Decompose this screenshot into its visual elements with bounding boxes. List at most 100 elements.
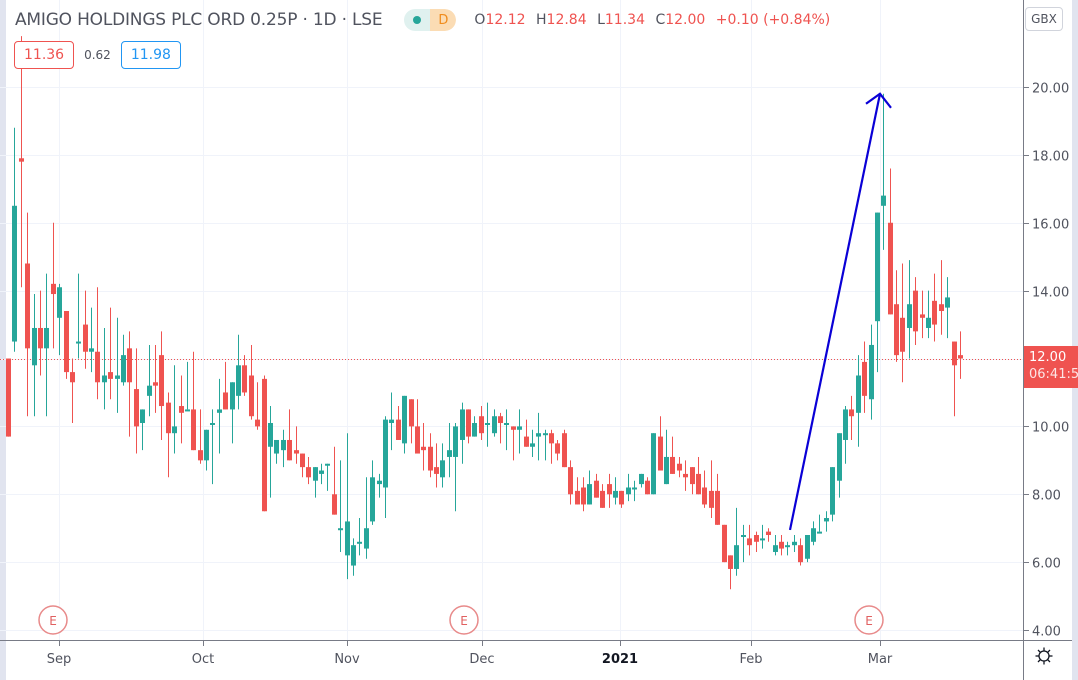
candle[interactable] [262, 375, 267, 512]
candle[interactable] [779, 535, 784, 556]
candle[interactable] [690, 467, 695, 495]
candle[interactable] [581, 477, 586, 512]
candle[interactable] [715, 473, 720, 525]
candle[interactable] [741, 524, 746, 563]
candle[interactable] [958, 331, 963, 379]
candle[interactable] [549, 429, 554, 464]
candle[interactable] [255, 382, 260, 430]
candle[interactable] [198, 409, 203, 464]
candle[interactable] [479, 406, 484, 440]
bid-price-button[interactable]: 11.36 [14, 41, 75, 69]
candle[interactable] [44, 273, 49, 417]
candle[interactable] [472, 416, 477, 437]
candle[interactable] [575, 477, 580, 505]
candle[interactable] [415, 399, 420, 454]
candle[interactable] [402, 395, 407, 454]
candle[interactable] [12, 127, 17, 352]
candle[interactable] [230, 382, 235, 444]
candle[interactable] [664, 429, 669, 485]
candle[interactable] [562, 429, 567, 468]
candle[interactable] [440, 443, 445, 488]
candle[interactable] [396, 406, 401, 440]
candle[interactable] [204, 429, 209, 471]
chart-settings-gear-icon[interactable] [1034, 646, 1054, 666]
time-axis[interactable]: Sep Oct Nov Dec 2021 Feb Mar [47, 641, 893, 667]
candle[interactable] [907, 260, 912, 359]
candle[interactable] [952, 341, 957, 417]
candle[interactable] [191, 351, 196, 451]
candle[interactable] [626, 473, 631, 502]
candle[interactable] [709, 460, 714, 519]
candle[interactable] [332, 446, 337, 515]
candle[interactable] [51, 222, 56, 349]
earnings-marker[interactable]: E [38, 605, 68, 635]
candle[interactable] [696, 456, 701, 495]
candle[interactable] [134, 348, 139, 454]
candle[interactable] [325, 463, 330, 491]
candle[interactable] [127, 331, 132, 437]
currency-button[interactable]: GBX [1025, 7, 1063, 31]
candle[interactable] [287, 409, 292, 461]
candle[interactable] [383, 416, 388, 519]
candle[interactable] [754, 531, 759, 552]
candle[interactable] [370, 460, 375, 525]
candle[interactable] [434, 443, 439, 488]
candle[interactable] [32, 294, 37, 417]
candle[interactable] [837, 433, 842, 498]
candle[interactable] [543, 429, 548, 461]
candle[interactable] [389, 392, 394, 451]
candle[interactable] [364, 477, 369, 559]
candle[interactable] [900, 263, 905, 383]
candle[interactable] [460, 402, 465, 464]
price-axis[interactable]: 20.00 18.00 16.00 14.00 12.00 10.00 8.00 6.00 4.… [1024, 82, 1069, 640]
candle[interactable] [108, 307, 113, 400]
candle[interactable] [932, 273, 937, 342]
candle[interactable] [677, 456, 682, 478]
candle[interactable] [345, 433, 350, 580]
candle[interactable] [447, 423, 452, 478]
candle[interactable] [95, 287, 100, 400]
candle[interactable] [785, 541, 790, 556]
candle[interactable] [121, 334, 126, 386]
candle[interactable] [824, 511, 829, 532]
candle[interactable] [466, 409, 471, 444]
candle[interactable] [453, 423, 458, 512]
candle[interactable] [511, 426, 516, 461]
market-status-badge[interactable]: D [404, 9, 457, 31]
candle[interactable] [805, 535, 810, 563]
earnings-marker[interactable]: E [449, 605, 479, 635]
candle[interactable] [185, 361, 190, 412]
candle[interactable] [722, 524, 727, 563]
candle[interactable] [536, 412, 541, 461]
candle[interactable] [83, 290, 88, 369]
candle[interactable] [798, 538, 803, 566]
candle[interactable] [57, 283, 62, 356]
candle[interactable] [517, 409, 522, 454]
candle[interactable] [147, 344, 152, 417]
candle[interactable] [76, 273, 81, 359]
candle[interactable] [926, 290, 931, 339]
candle[interactable] [313, 467, 318, 498]
candle[interactable] [281, 429, 286, 468]
candle[interactable] [159, 331, 164, 440]
candle[interactable] [843, 406, 848, 464]
candle[interactable] [875, 212, 880, 373]
candle[interactable] [888, 168, 893, 315]
candle[interactable] [856, 355, 861, 447]
candle[interactable] [242, 355, 247, 396]
candle[interactable] [19, 36, 24, 288]
candle[interactable] [619, 490, 624, 508]
candle[interactable] [485, 402, 490, 447]
candle[interactable] [179, 375, 184, 444]
symbol-title[interactable]: AMIGO HOLDINGS PLC ORD 0.25P · 1D · LSE [15, 10, 383, 30]
candle[interactable] [869, 324, 874, 420]
candle[interactable] [607, 473, 612, 508]
candle[interactable] [811, 521, 816, 546]
candle[interactable] [766, 528, 771, 542]
candle[interactable] [894, 270, 899, 362]
candle[interactable] [817, 514, 822, 534]
ask-price-button[interactable]: 11.98 [120, 41, 181, 69]
candle[interactable] [760, 524, 765, 549]
